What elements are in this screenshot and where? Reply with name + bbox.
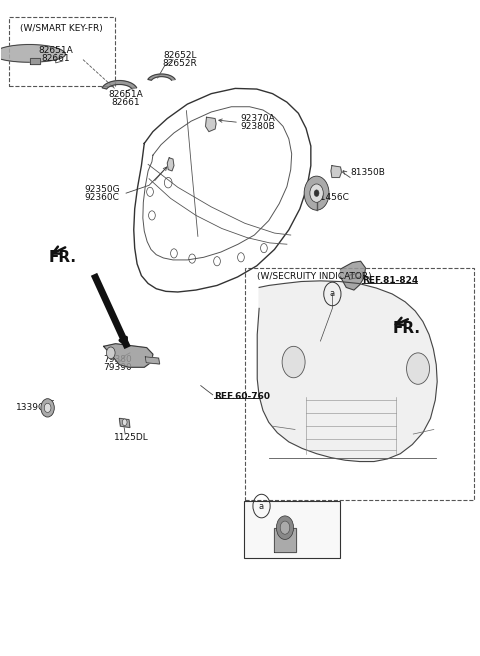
Circle shape — [107, 347, 115, 359]
Text: 92380B: 92380B — [240, 122, 275, 131]
Polygon shape — [104, 344, 153, 367]
Text: 82651A: 82651A — [38, 46, 73, 55]
Polygon shape — [274, 527, 297, 552]
Text: 1339CC: 1339CC — [15, 403, 51, 413]
Text: 82661: 82661 — [112, 98, 141, 108]
Text: 92350G: 92350G — [84, 185, 120, 194]
Circle shape — [314, 190, 319, 196]
Polygon shape — [205, 117, 216, 132]
Polygon shape — [102, 81, 137, 89]
Text: (W/SECRUITY INDICATOR): (W/SECRUITY INDICATOR) — [257, 272, 372, 281]
Text: 92370A: 92370A — [240, 114, 275, 123]
Polygon shape — [148, 74, 175, 80]
Text: a: a — [259, 502, 264, 510]
Text: (W/SMART KEY-FR): (W/SMART KEY-FR) — [20, 24, 103, 33]
Text: 82661: 82661 — [41, 54, 70, 63]
Text: 82652R: 82652R — [163, 59, 198, 68]
Text: 79380: 79380 — [104, 355, 132, 364]
Circle shape — [310, 184, 323, 202]
Polygon shape — [167, 158, 174, 171]
Text: 82651A: 82651A — [108, 91, 144, 100]
Polygon shape — [145, 357, 159, 364]
FancyBboxPatch shape — [244, 501, 339, 558]
Polygon shape — [30, 58, 40, 64]
Circle shape — [41, 399, 54, 417]
Polygon shape — [0, 45, 65, 62]
Text: 95410K: 95410K — [275, 502, 309, 510]
Circle shape — [304, 176, 329, 210]
Text: 81350B: 81350B — [350, 168, 385, 176]
Text: REF.81-824: REF.81-824 — [362, 276, 418, 285]
Text: 1125DL: 1125DL — [113, 434, 148, 443]
Circle shape — [282, 346, 305, 378]
Circle shape — [44, 403, 51, 413]
Text: 92360C: 92360C — [84, 193, 120, 201]
Polygon shape — [331, 166, 341, 177]
Polygon shape — [340, 261, 365, 290]
Polygon shape — [257, 281, 437, 462]
Text: 79390: 79390 — [104, 363, 132, 372]
Circle shape — [407, 353, 430, 384]
Text: FR.: FR. — [48, 251, 76, 266]
Text: FR.: FR. — [392, 321, 420, 335]
Text: 81456C: 81456C — [314, 193, 349, 201]
Text: 82652L: 82652L — [163, 51, 197, 60]
Circle shape — [122, 419, 127, 426]
Circle shape — [276, 516, 294, 539]
Text: a: a — [330, 289, 335, 298]
Polygon shape — [120, 419, 130, 428]
Circle shape — [280, 521, 290, 534]
Text: REF.60-760: REF.60-760 — [214, 392, 270, 401]
